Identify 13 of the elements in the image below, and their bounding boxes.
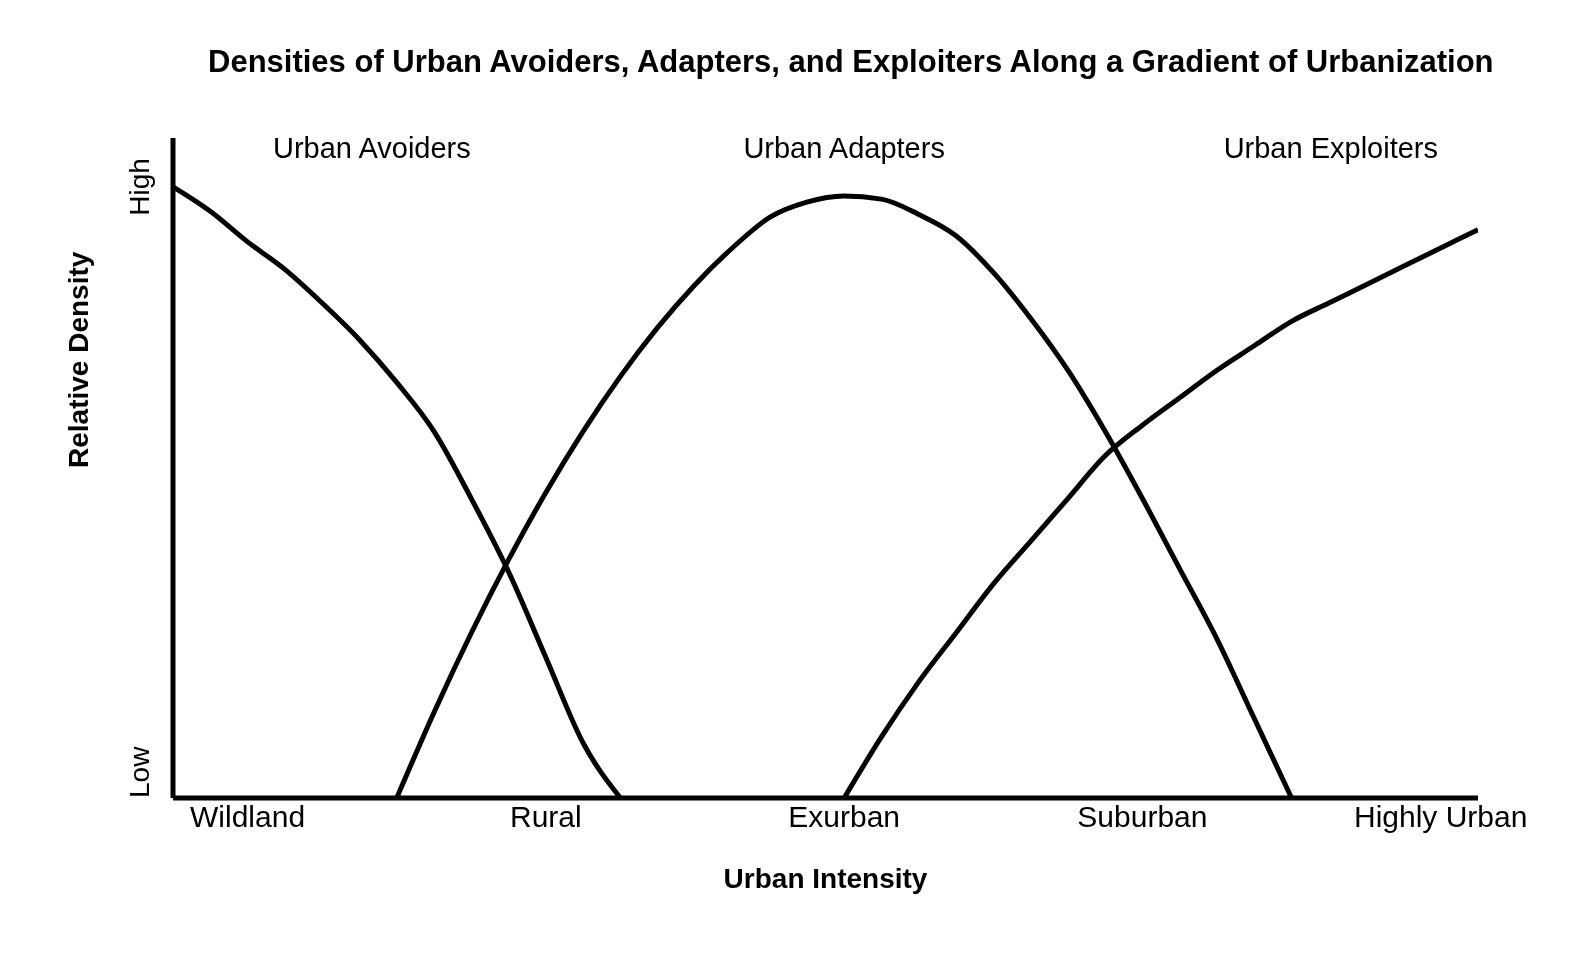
x-tick-label: Wildland — [190, 800, 306, 834]
series-label: Urban Adapters — [743, 132, 945, 164]
text: Low — [124, 745, 155, 798]
text: Urban Avoiders — [273, 132, 471, 164]
x-tick-label: Suburban — [1077, 800, 1208, 834]
x-tick-label: Highly Urban — [1354, 800, 1528, 834]
x-tick-label: Exurban — [788, 800, 901, 834]
y-axis-title: Relative Density — [62, 251, 94, 468]
x-axis-title: Urban Intensity — [723, 863, 928, 894]
text: High — [124, 158, 155, 216]
x-tick-label: Rural — [510, 800, 582, 834]
chart-title: Densities of Urban Avoiders, Adapters, and Exploiters Along a Gradient of Urbanization — [208, 44, 1494, 80]
text: Urban Exploiters — [1223, 132, 1438, 164]
